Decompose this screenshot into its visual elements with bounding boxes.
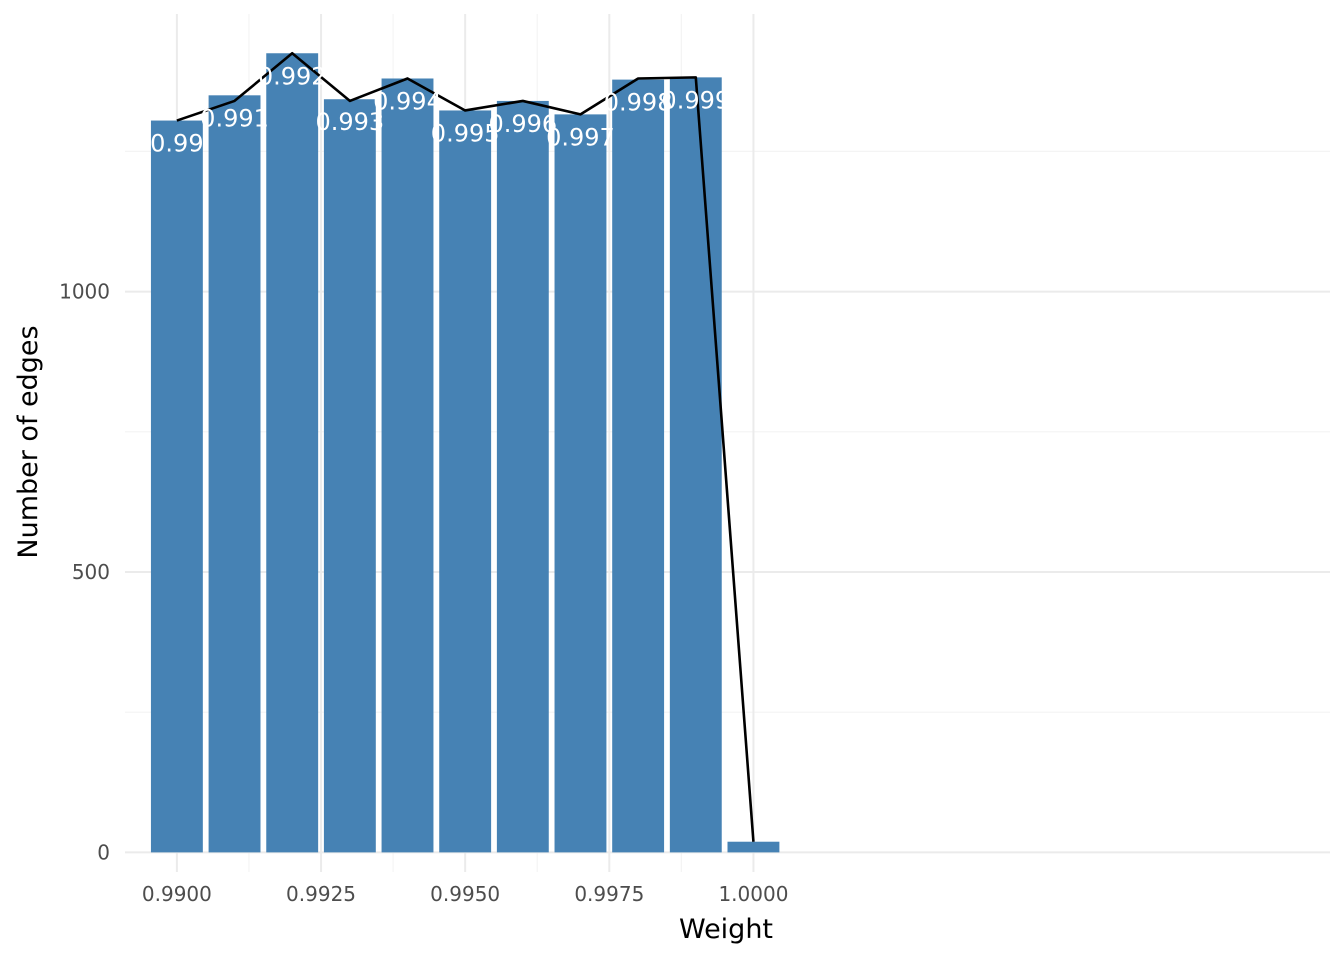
trend-line-group: [176, 51, 755, 842]
y-tick-label: 0: [97, 840, 110, 864]
bars: [150, 53, 780, 853]
bar: [727, 841, 780, 853]
bar-value-label: 0.992: [258, 62, 327, 90]
bar-value-label: 0.999: [661, 86, 730, 114]
bar: [554, 114, 607, 853]
x-tick-label: 0.9975: [574, 882, 644, 906]
bar-value-label: 0.994: [373, 87, 442, 115]
bar: [323, 99, 376, 853]
bar: [496, 100, 549, 853]
y-axis-title: Number of edges: [13, 325, 44, 558]
axis-ticks: 0.9900 0.9925 0.9950 0.9975 1.0000 0 500 1000: [59, 280, 788, 906]
x-tick-label: 0.9925: [286, 882, 356, 906]
bar-value-label: 0.997: [546, 123, 615, 151]
bar: [150, 120, 203, 853]
x-axis-title: Weight: [679, 914, 773, 945]
trend-line: [176, 51, 755, 842]
bar: [439, 110, 492, 853]
bar-value-label: 0.991: [200, 104, 269, 132]
x-tick-label: 0.9900: [142, 882, 212, 906]
y-tick-label: 1000: [59, 280, 110, 304]
bar: [208, 95, 261, 853]
bar: [266, 53, 319, 853]
bar-value-label: 0.998: [604, 89, 673, 117]
bar-value-label: 0.996: [488, 110, 557, 138]
bar-value-label: 0.993: [315, 108, 384, 136]
x-tick-label: 1.0000: [718, 882, 788, 906]
bar: [381, 78, 434, 853]
bar-value-label: 0.995: [431, 119, 500, 147]
bar: [612, 79, 665, 853]
bar: [669, 77, 722, 853]
x-tick-label: 0.9950: [430, 882, 500, 906]
y-tick-label: 500: [72, 560, 110, 584]
bar-value-label: 0.99: [150, 130, 203, 158]
